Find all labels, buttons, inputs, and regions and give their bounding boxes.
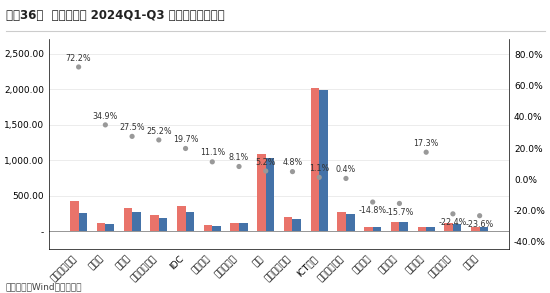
Point <box>315 175 323 180</box>
Point <box>74 65 83 69</box>
Bar <box>185 212 194 231</box>
Bar <box>293 219 301 231</box>
Point <box>261 169 270 173</box>
Bar <box>79 213 87 231</box>
Point <box>342 176 350 181</box>
Bar <box>70 201 79 231</box>
Bar <box>480 227 488 231</box>
Text: 8.1%: 8.1% <box>229 153 249 162</box>
Bar <box>319 90 328 231</box>
Text: 4.8%: 4.8% <box>282 158 303 167</box>
Bar <box>204 225 212 231</box>
Bar <box>337 212 346 231</box>
Point <box>208 159 217 164</box>
Text: 11.1%: 11.1% <box>200 149 225 158</box>
Point <box>101 122 110 127</box>
Text: 72.2%: 72.2% <box>66 54 91 63</box>
Bar <box>230 223 239 231</box>
Bar <box>311 88 319 231</box>
Bar <box>124 208 132 231</box>
Bar <box>453 224 461 231</box>
Point <box>395 201 404 206</box>
Point <box>181 146 190 151</box>
Bar <box>159 218 167 231</box>
Text: -15.7%: -15.7% <box>385 208 414 217</box>
Text: 25.2%: 25.2% <box>146 127 172 136</box>
Bar <box>97 223 106 231</box>
Bar <box>106 224 114 231</box>
Bar <box>471 227 480 231</box>
Text: 34.9%: 34.9% <box>92 112 118 120</box>
Bar <box>364 226 373 231</box>
Point <box>155 138 163 142</box>
Bar <box>391 222 399 231</box>
Bar <box>132 212 141 231</box>
Bar <box>426 227 434 231</box>
Point <box>422 150 431 154</box>
Text: 0.4%: 0.4% <box>336 165 356 174</box>
Text: 17.3%: 17.3% <box>414 139 439 148</box>
Bar <box>177 206 185 231</box>
Bar <box>284 217 293 231</box>
Bar <box>346 214 355 231</box>
Point <box>475 213 484 218</box>
Bar <box>212 226 221 231</box>
Text: 资料来源：Wind，中信建投: 资料来源：Wind，中信建投 <box>6 282 82 292</box>
Text: -14.8%: -14.8% <box>359 206 387 215</box>
Bar <box>444 223 453 231</box>
Bar <box>417 227 426 231</box>
Point <box>368 200 377 205</box>
Legend: 24Q1-Q3（亿元）, 23Q1-Q3（亿元）, 24Q1-Q3同比: 24Q1-Q3（亿元）, 23Q1-Q3（亿元）, 24Q1-Q3同比 <box>141 0 389 2</box>
Bar <box>257 154 266 231</box>
Bar <box>373 227 381 231</box>
Text: 1.1%: 1.1% <box>309 164 329 173</box>
Bar <box>266 158 274 231</box>
Point <box>288 169 297 174</box>
Point <box>235 164 244 169</box>
Text: -23.6%: -23.6% <box>465 220 494 229</box>
Text: 5.2%: 5.2% <box>256 158 276 167</box>
Bar <box>239 223 248 231</box>
Point <box>128 134 136 139</box>
Text: 27.5%: 27.5% <box>119 123 145 132</box>
Text: -22.4%: -22.4% <box>439 218 467 227</box>
Bar <box>150 215 159 231</box>
Text: 图表36：  通信子板块 2024Q1-Q3 营收（亿元）情况: 图表36： 通信子板块 2024Q1-Q3 营收（亿元）情况 <box>6 9 224 22</box>
Text: 19.7%: 19.7% <box>173 135 199 144</box>
Bar <box>399 222 408 231</box>
Point <box>448 212 457 216</box>
